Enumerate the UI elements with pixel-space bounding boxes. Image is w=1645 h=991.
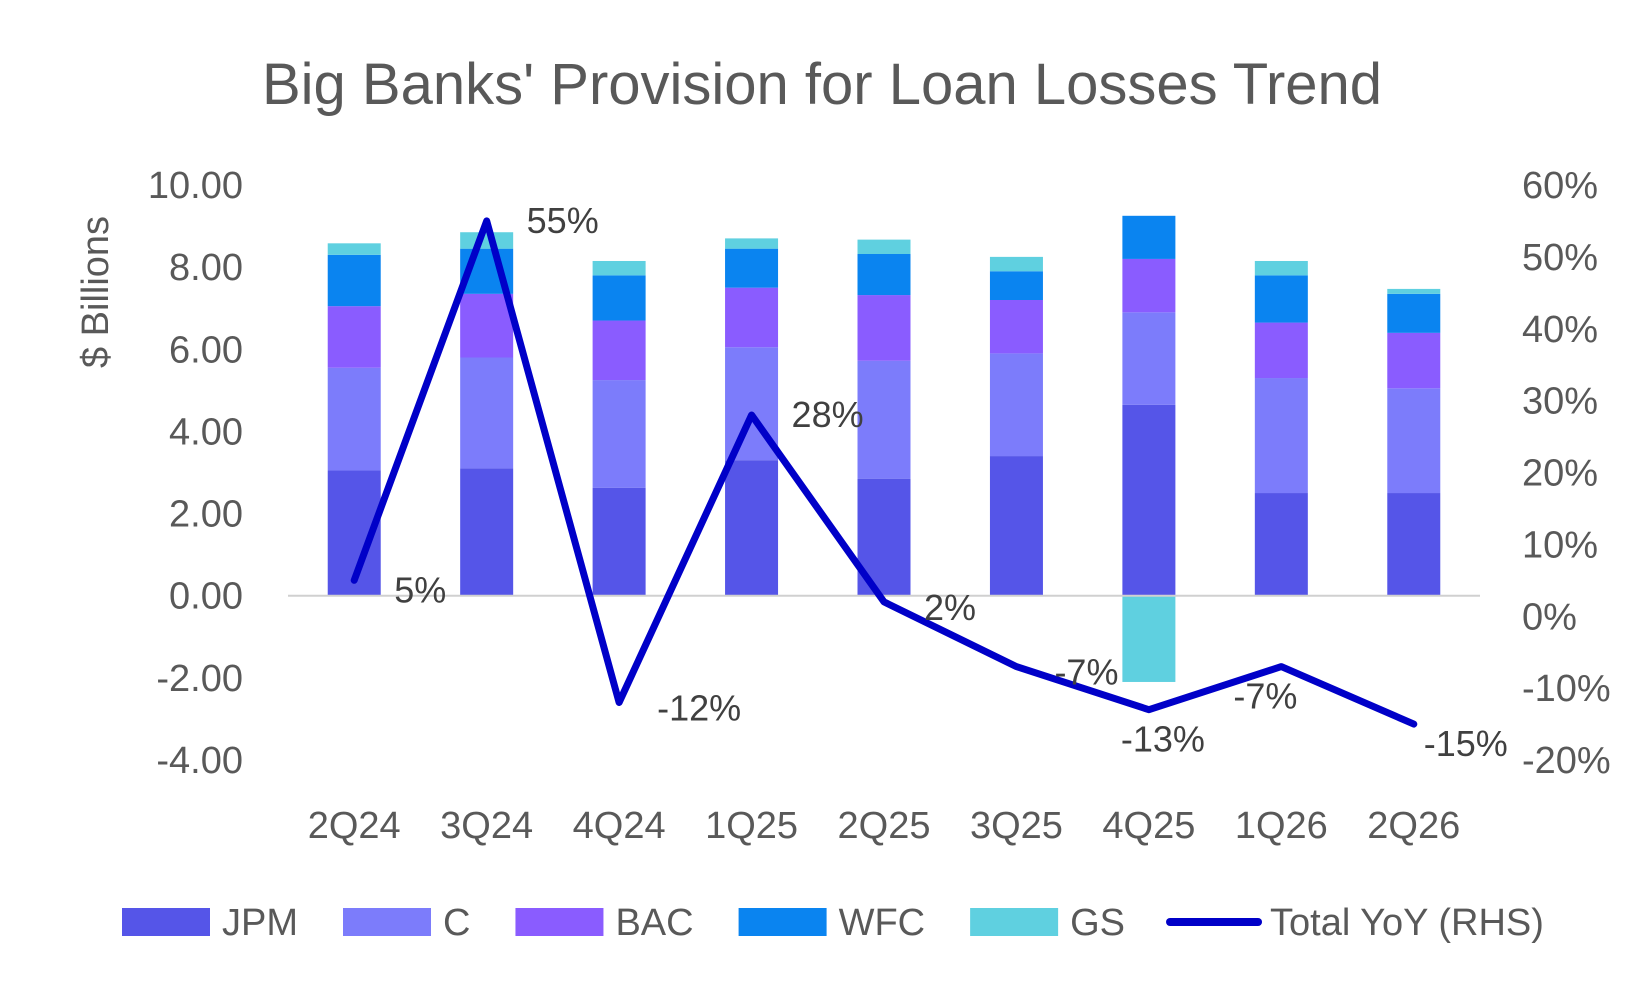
x-tick-label: 2Q26: [1367, 805, 1460, 847]
bar-c-3q24: [460, 357, 514, 469]
y2-tick-label: -10%: [1522, 668, 1611, 710]
bar-jpm-3q25: [989, 456, 1043, 596]
bar-wfc-2q24: [327, 254, 381, 307]
bar-jpm-1q25: [725, 460, 779, 596]
bar-gs-2q26: [1387, 288, 1441, 294]
bar-gs-2q24: [327, 243, 381, 255]
line-data-label: 2%: [924, 587, 976, 628]
y2-tick-label: 10%: [1522, 524, 1598, 566]
line-data-label: -13%: [1121, 719, 1205, 760]
y-tick-label: -4.00: [156, 740, 243, 782]
bar-bac-3q25: [989, 300, 1043, 354]
y2-tick-label: 0%: [1522, 596, 1577, 638]
y-tick-label: 6.00: [169, 329, 243, 371]
bar-c-3q25: [989, 353, 1043, 457]
bar-bac-2q26: [1387, 332, 1441, 389]
bar-bac-4q24: [592, 320, 646, 381]
bar-bac-2q25: [857, 295, 911, 361]
bar-jpm-4q25: [1122, 404, 1176, 596]
bar-wfc-2q26: [1387, 293, 1441, 333]
legend-label: C: [443, 902, 470, 944]
bar-wfc-3q25: [989, 271, 1043, 300]
bar-bac-3q24: [460, 293, 514, 358]
y-tick-label: 0.00: [169, 576, 243, 618]
x-tick-label: 2Q25: [838, 805, 931, 847]
bar-c-4q25: [1122, 312, 1176, 405]
bar-gs-2q25: [857, 239, 911, 254]
legend-swatch-wfc: [738, 908, 827, 936]
y2-tick-label: -20%: [1522, 740, 1611, 782]
legend-label: GS: [1070, 902, 1125, 944]
bar-jpm-2q26: [1387, 493, 1441, 596]
bar-jpm-1q26: [1254, 493, 1308, 596]
bar-c-4q24: [592, 380, 646, 488]
x-tick-label: 4Q25: [1102, 805, 1195, 847]
bar-gs-3q25: [989, 256, 1043, 272]
x-tick-label: 2Q24: [308, 805, 401, 847]
legend-label: WFC: [839, 902, 926, 944]
bar-gs-1q25: [725, 238, 779, 249]
bar-jpm-3q24: [460, 468, 514, 596]
bar-bac-1q26: [1254, 322, 1308, 379]
line-data-labels: 5%55%-12%28%2%-7%-13%-7%-15%: [394, 200, 1508, 764]
bar-wfc-1q26: [1254, 275, 1308, 323]
bar-wfc-4q24: [592, 275, 646, 321]
bar-gs-4q25: [1122, 595, 1176, 682]
y-tick-label: 4.00: [169, 411, 243, 453]
y2-tick-label: 30%: [1522, 381, 1598, 423]
x-tick-label: 1Q26: [1235, 805, 1328, 847]
line-data-label: 55%: [527, 200, 599, 241]
x-tick-label: 4Q24: [573, 805, 666, 847]
bar-gs-4q24: [592, 260, 646, 276]
bar-gs-1q26: [1254, 260, 1308, 276]
bar-marks: [327, 215, 1441, 682]
legend-swatch-c: [343, 908, 431, 936]
bar-wfc-4q25: [1122, 215, 1176, 259]
y2-tick-label: 50%: [1522, 237, 1598, 279]
y-tick-label: 2.00: [169, 494, 243, 536]
x-tick-label: 3Q25: [970, 805, 1063, 847]
legend-label: Total YoY (RHS): [1270, 902, 1544, 944]
x-tick-label: 1Q25: [705, 805, 798, 847]
legend: JPM C BAC WFC GS Total YoY (RHS): [122, 902, 1544, 944]
y-tick-label: 10.00: [148, 165, 243, 207]
legend-label: BAC: [615, 902, 693, 944]
bar-c-2q25: [857, 360, 911, 479]
line-data-label: -15%: [1424, 723, 1508, 764]
line-data-label: 28%: [792, 394, 864, 435]
y2-tick-label: 40%: [1522, 309, 1598, 351]
left-axis-ticks: 10.00 8.00 6.00 4.00 2.00 0.00 -2.00 -4.00: [148, 165, 243, 782]
y-tick-label: 8.00: [169, 247, 243, 289]
category-labels: 2Q24 3Q24 4Q24 1Q25 2Q25 3Q25 4Q25 1Q26 2Q26: [308, 805, 1461, 847]
y-axis-title: $ Billions: [75, 216, 117, 368]
bar-wfc-2q25: [857, 254, 911, 296]
y2-tick-label: 60%: [1522, 165, 1598, 207]
legend-swatch-gs: [970, 908, 1059, 936]
y2-tick-label: 20%: [1522, 453, 1598, 495]
line-data-label: -7%: [1054, 652, 1118, 693]
bar-wfc-1q25: [725, 248, 779, 288]
line-data-label: -12%: [657, 688, 741, 729]
bar-bac-1q25: [725, 287, 779, 348]
bar-bac-2q24: [327, 306, 381, 368]
legend-swatch-bac: [515, 908, 604, 936]
bar-c-1q26: [1254, 378, 1308, 494]
bar-bac-4q25: [1122, 258, 1176, 313]
legend-label: JPM: [222, 902, 298, 944]
bar-c-2q24: [327, 367, 381, 471]
legend-swatch-jpm: [122, 908, 210, 936]
total-yoy-line: [350, 217, 1418, 728]
x-tick-label: 3Q24: [440, 805, 533, 847]
chart-title: Big Banks' Provision for Loan Losses Tre…: [262, 52, 1382, 117]
right-axis-ticks: 60% 50% 40% 30% 20% 10% 0% -10% -20%: [1522, 165, 1611, 782]
bar-c-2q26: [1387, 388, 1441, 494]
y-tick-label: -2.00: [156, 658, 243, 700]
line-data-label: 5%: [394, 569, 446, 610]
bar-gs-3q24: [460, 232, 514, 249]
bar-jpm-4q24: [592, 487, 646, 596]
line-data-label: -7%: [1233, 676, 1297, 717]
